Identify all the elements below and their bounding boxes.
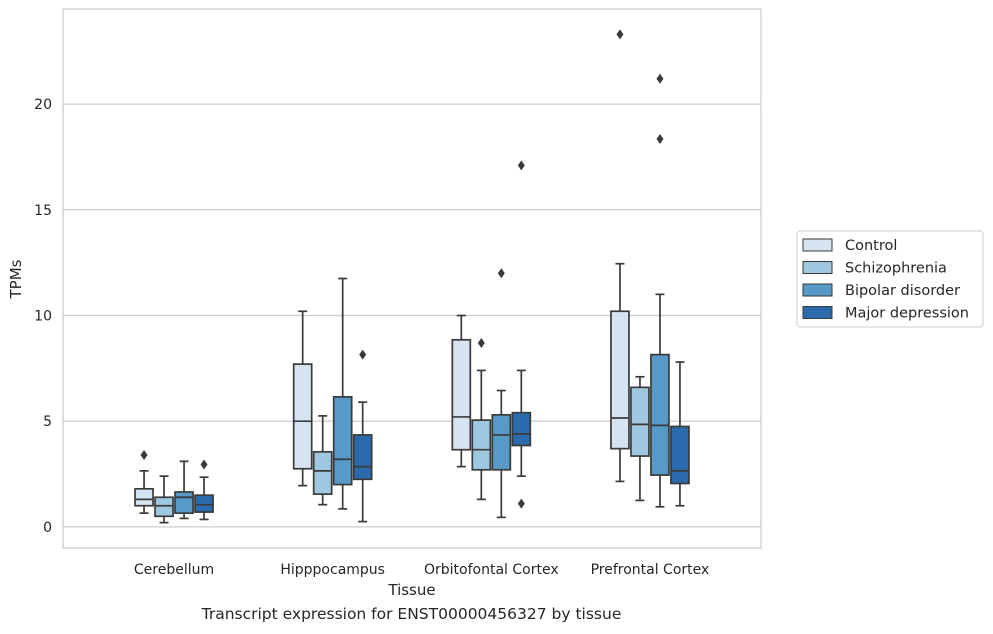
box-iqr xyxy=(154,496,174,518)
x-axis-ticks: Cerebellum Hipppocampus Orbitofontal Corte… xyxy=(134,562,709,578)
outlier-point xyxy=(656,73,664,84)
x-tick-label: Prefrontal Cortex xyxy=(591,562,710,578)
x-tick-label: Hipppocampus xyxy=(280,562,385,578)
outlier-point xyxy=(497,268,505,279)
y-tick-label: 5 xyxy=(43,414,52,430)
box xyxy=(194,459,214,521)
legend-swatch xyxy=(802,238,833,252)
box-iqr xyxy=(471,419,492,471)
x-tick-label: Orbitofontal Cortex xyxy=(424,562,559,578)
series-major-depression xyxy=(194,160,690,523)
y-tick-label: 15 xyxy=(34,203,52,219)
box xyxy=(451,314,472,468)
box-iqr xyxy=(491,413,512,471)
box xyxy=(491,268,512,519)
box xyxy=(610,29,630,483)
legend-label: Schizophrenia xyxy=(845,261,947,277)
box xyxy=(332,277,353,510)
outlier-point xyxy=(517,498,525,509)
box xyxy=(630,375,650,502)
box-series xyxy=(134,29,690,524)
outlier-point xyxy=(200,459,208,470)
legend-swatch xyxy=(802,283,833,297)
outlier-point xyxy=(477,337,485,348)
box xyxy=(511,160,532,509)
box xyxy=(134,449,154,514)
outlier-point xyxy=(359,349,367,360)
x-axis-title: Tissue xyxy=(387,581,435,599)
legend-label: Control xyxy=(845,238,897,254)
box-iqr xyxy=(630,386,650,457)
box-iqr xyxy=(670,425,690,485)
box-iqr xyxy=(174,491,194,514)
box xyxy=(352,349,373,523)
legend-label: Major depression xyxy=(845,306,969,322)
box xyxy=(154,475,174,524)
legend: Control Schizophrenia Bipolar disorder Majo… xyxy=(796,230,984,328)
box-iqr xyxy=(610,310,630,450)
box xyxy=(670,361,690,507)
plot-frame xyxy=(62,8,762,549)
y-tick-label: 20 xyxy=(34,97,52,113)
box-iqr xyxy=(292,363,313,470)
box-iqr xyxy=(451,338,472,451)
legend-frame xyxy=(796,230,984,328)
outlier-point xyxy=(616,29,624,40)
outlier-point xyxy=(517,160,525,171)
box-iqr xyxy=(194,494,214,513)
y-tick-label: 0 xyxy=(43,520,52,536)
y-axis-ticks: 0 5 10 15 20 xyxy=(34,97,52,536)
box xyxy=(174,460,194,520)
legend-swatch xyxy=(802,306,833,319)
x-tick-label: Cerebellum xyxy=(134,562,214,578)
box-iqr xyxy=(511,411,532,447)
legend-swatch xyxy=(802,261,833,274)
box-iqr xyxy=(312,450,333,495)
box-iqr xyxy=(134,487,154,507)
box xyxy=(292,310,313,487)
box xyxy=(471,337,492,501)
series-control xyxy=(134,29,630,514)
y-tick-label: 10 xyxy=(34,308,52,324)
series-schizophrenia xyxy=(154,337,650,524)
outlier-point xyxy=(656,133,664,144)
box xyxy=(312,415,333,506)
box-iqr xyxy=(352,434,373,481)
figure-caption: Transcript expression for ENST0000045632… xyxy=(201,605,622,623)
outlier-point xyxy=(140,449,148,460)
series-bipolar-disorder xyxy=(174,73,670,520)
box-iqr xyxy=(332,396,353,486)
y-axis-title: TPMs xyxy=(7,259,25,299)
box xyxy=(650,73,670,508)
box-iqr xyxy=(650,353,670,476)
legend-label: Bipolar disorder xyxy=(845,283,960,299)
